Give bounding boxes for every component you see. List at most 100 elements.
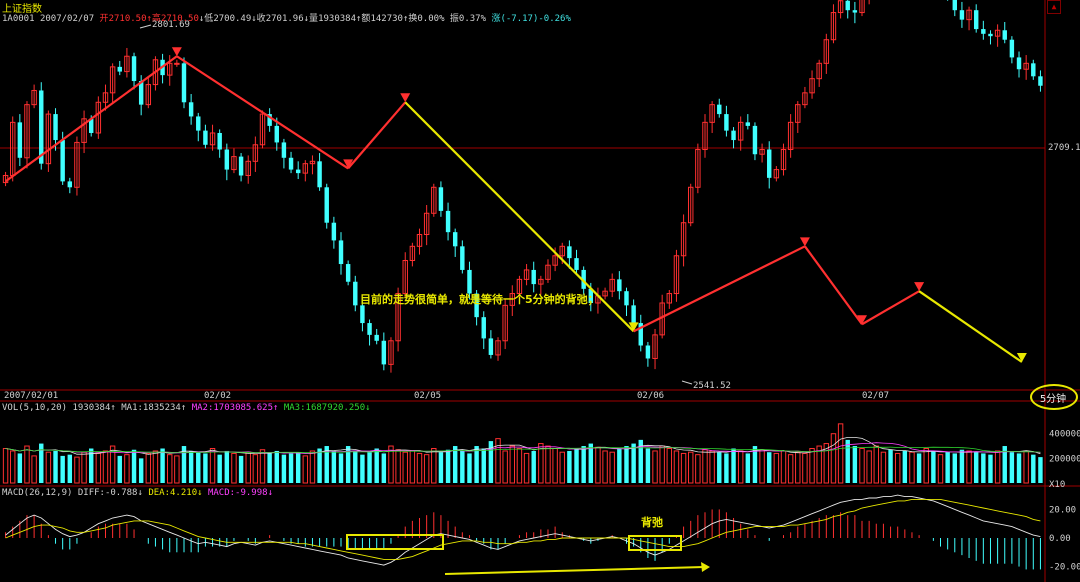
volume-bar-down (581, 446, 586, 483)
volume-bar-down (1038, 457, 1043, 483)
candle-up (31, 89, 37, 106)
volume-bar-down (353, 450, 358, 483)
volume-bar-up (431, 448, 437, 484)
volume-bar-up (388, 445, 394, 484)
volume-bar-down (973, 452, 979, 483)
candle-up (823, 39, 830, 64)
period-selector[interactable]: 5分钟 (1039, 394, 1067, 405)
volume-bar-down (588, 443, 594, 483)
volume-bar-down (445, 449, 451, 483)
high-mark-pointer (139, 24, 152, 29)
candle-up (167, 62, 173, 76)
volume-bar-down (988, 454, 993, 483)
candle-up (231, 156, 237, 171)
candle-down (181, 63, 187, 103)
macd-info-bar: MACD(26,12,9) DIFF:-0.788↓ DEA:4.210↓ MA… (2, 488, 273, 498)
candle-down (731, 130, 736, 141)
volume-bar-down (67, 454, 73, 483)
arrow-down-icon: ↓ (198, 14, 205, 24)
volume-bar-up (9, 450, 16, 484)
candle-up (145, 84, 152, 106)
candle-up (502, 304, 508, 342)
volume-bar-down (317, 448, 322, 483)
volume-bar-down (438, 452, 444, 483)
volume-bar-up (124, 454, 130, 484)
volume-bar-up (416, 452, 423, 484)
open-value: 2710.50 (108, 14, 147, 24)
macd-label: MACD: (207, 488, 236, 498)
candle-up (252, 144, 259, 162)
volume-bar-up (823, 443, 830, 484)
candle-down (531, 269, 536, 285)
candle-down (138, 81, 144, 105)
candle-up (45, 113, 52, 165)
turnover-value: 0.00% (417, 14, 445, 24)
candle-down (338, 240, 344, 265)
date-label: 02/06 (637, 391, 664, 401)
red-arrow-head (171, 47, 182, 57)
red-arrow-head (914, 282, 925, 292)
volume-bar-up (809, 448, 815, 484)
red-trend-line (633, 245, 806, 333)
candle-up (816, 62, 822, 80)
volume-bar-up (966, 450, 972, 484)
volume-bar-down (238, 455, 244, 483)
volume-ma3-line (5, 446, 1041, 454)
ma1-label: MA1: (121, 403, 143, 413)
candle-down (452, 232, 458, 247)
candle-down (767, 149, 772, 178)
candle-down (467, 269, 472, 294)
volume-bar-down (745, 453, 751, 483)
volume-bar-down (981, 453, 986, 483)
candle-up (709, 104, 715, 123)
volume-bar-down (345, 446, 351, 483)
volume-bar-up (937, 454, 944, 484)
volume-bar-up (780, 450, 787, 484)
candle-up (402, 259, 408, 295)
volume-bar-up (994, 450, 1001, 484)
candle-up (688, 186, 694, 224)
candle-up (495, 340, 501, 356)
volume-bar-down (945, 452, 950, 483)
candle-down (345, 264, 351, 282)
candle-up (773, 169, 780, 179)
ma1-value: 1835234 (142, 403, 181, 413)
low-value: 2700.49 (213, 14, 252, 24)
volume-bar-down (288, 453, 294, 483)
candle-up (388, 340, 394, 365)
macd-tick-label: -20.00 (1049, 563, 1080, 573)
volume-bar-up (538, 443, 544, 484)
candle-down (267, 114, 272, 126)
volume-bar-down (959, 449, 965, 483)
candle-up (680, 222, 687, 257)
axis-labels-layer: 2007/02/01 02/02 02/05 02/06 02/07 2709.1 2801… (4, 20, 1080, 573)
candle-down (959, 10, 965, 20)
candle-down (1009, 39, 1015, 58)
candle-up (837, 0, 844, 14)
chevron-up-icon[interactable]: ▲ (1047, 0, 1061, 14)
volume-bar-down (452, 446, 458, 483)
candle-up (994, 29, 1001, 37)
volume-bar-down (39, 443, 44, 483)
volume-bar-up (830, 433, 837, 484)
volume-bar-up (595, 446, 601, 484)
macd-tick-label: 20.00 (1049, 505, 1076, 515)
candle-up (759, 149, 765, 155)
trend-annotation: 目前的走势很简单，就是等待一个5分钟的背弛； (360, 293, 599, 306)
diff-label: DIFF: (77, 488, 105, 498)
candle-up (1023, 62, 1029, 70)
volume-bar-down (645, 448, 651, 483)
candle-up (966, 9, 972, 21)
volume-bar-up (759, 449, 765, 484)
candle-down (981, 29, 986, 34)
volume-bar-up (24, 445, 30, 484)
candle-down (445, 210, 451, 233)
arrow-up-icon: ↑ (146, 14, 152, 24)
candle-up (95, 101, 102, 134)
volume-bars-layer (2, 423, 1043, 484)
dea-value: 4.210 (170, 488, 198, 498)
candle-up (538, 278, 544, 285)
volume-bar-up (45, 451, 52, 484)
